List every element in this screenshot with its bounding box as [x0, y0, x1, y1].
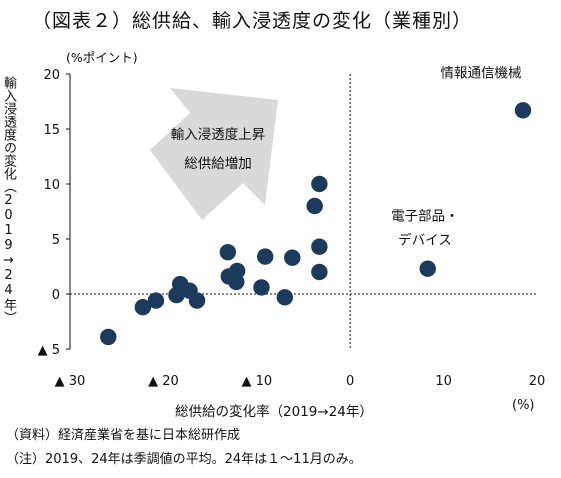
x-tick-label: ▲ 20: [148, 374, 179, 389]
points-layer: [100, 102, 532, 346]
data-point: [311, 175, 328, 193]
y-axis-label: 輸入浸透度の変化（2019→24年）: [1, 76, 16, 324]
x-tick-label: 0: [346, 374, 354, 389]
point-annotation: デバイス: [398, 231, 452, 248]
data-point: [134, 299, 152, 316]
arrow-layer: [150, 88, 278, 220]
y-tick-label: 15: [43, 123, 60, 138]
point-annotation: 情報通信機械: [440, 65, 521, 81]
data-point: [168, 286, 185, 304]
y-tick-label: 5: [52, 233, 60, 248]
y-axis-unit: (%ポイント): [66, 50, 138, 65]
y-tick-label: ▲ 5: [38, 343, 60, 358]
axes-layer: ▲ 5 0 5 10 15 20 ▲ 30 ▲ 20 ▲ 10 0 10 20: [38, 68, 546, 389]
trend-arrow: [150, 88, 278, 220]
point-annotation: 電子部品・: [391, 208, 459, 224]
data-point: [284, 249, 301, 266]
arrow-label: 総供給増加: [184, 156, 252, 172]
x-axis-unit: (%): [512, 398, 535, 413]
data-point: [253, 279, 270, 296]
data-point: [419, 260, 436, 277]
chart-title: （図表２）総供給、輸入浸透度の変化（業種別）: [32, 10, 473, 32]
source-note: （資料）経済産業省を基に日本総研作成: [6, 428, 241, 443]
x-axis-label: 総供給の変化率（2019→24年）: [175, 404, 373, 420]
x-tick-label: ▲ 10: [241, 374, 272, 389]
y-tick-label: 10: [43, 178, 60, 193]
data-point: [100, 328, 117, 346]
data-point: [147, 292, 165, 309]
footnote: （注）2019、24年は季調値の平均。24年は１～11月のみ。: [6, 452, 362, 467]
data-point: [311, 238, 328, 255]
arrow-label: 輸入浸透度上昇: [171, 127, 266, 143]
data-point: [188, 292, 206, 309]
data-point: [514, 102, 532, 119]
data-point: [306, 197, 323, 215]
data-point: [276, 289, 294, 306]
y-tick-label: 20: [43, 68, 60, 83]
data-point: [219, 244, 237, 261]
data-point: [228, 273, 245, 291]
y-tick-label: 0: [52, 288, 60, 303]
x-tick-label: 10: [435, 374, 452, 389]
x-tick-label: ▲ 30: [55, 374, 86, 389]
data-point: [311, 263, 328, 281]
x-tick-label: 20: [529, 374, 546, 389]
data-point: [257, 248, 274, 265]
